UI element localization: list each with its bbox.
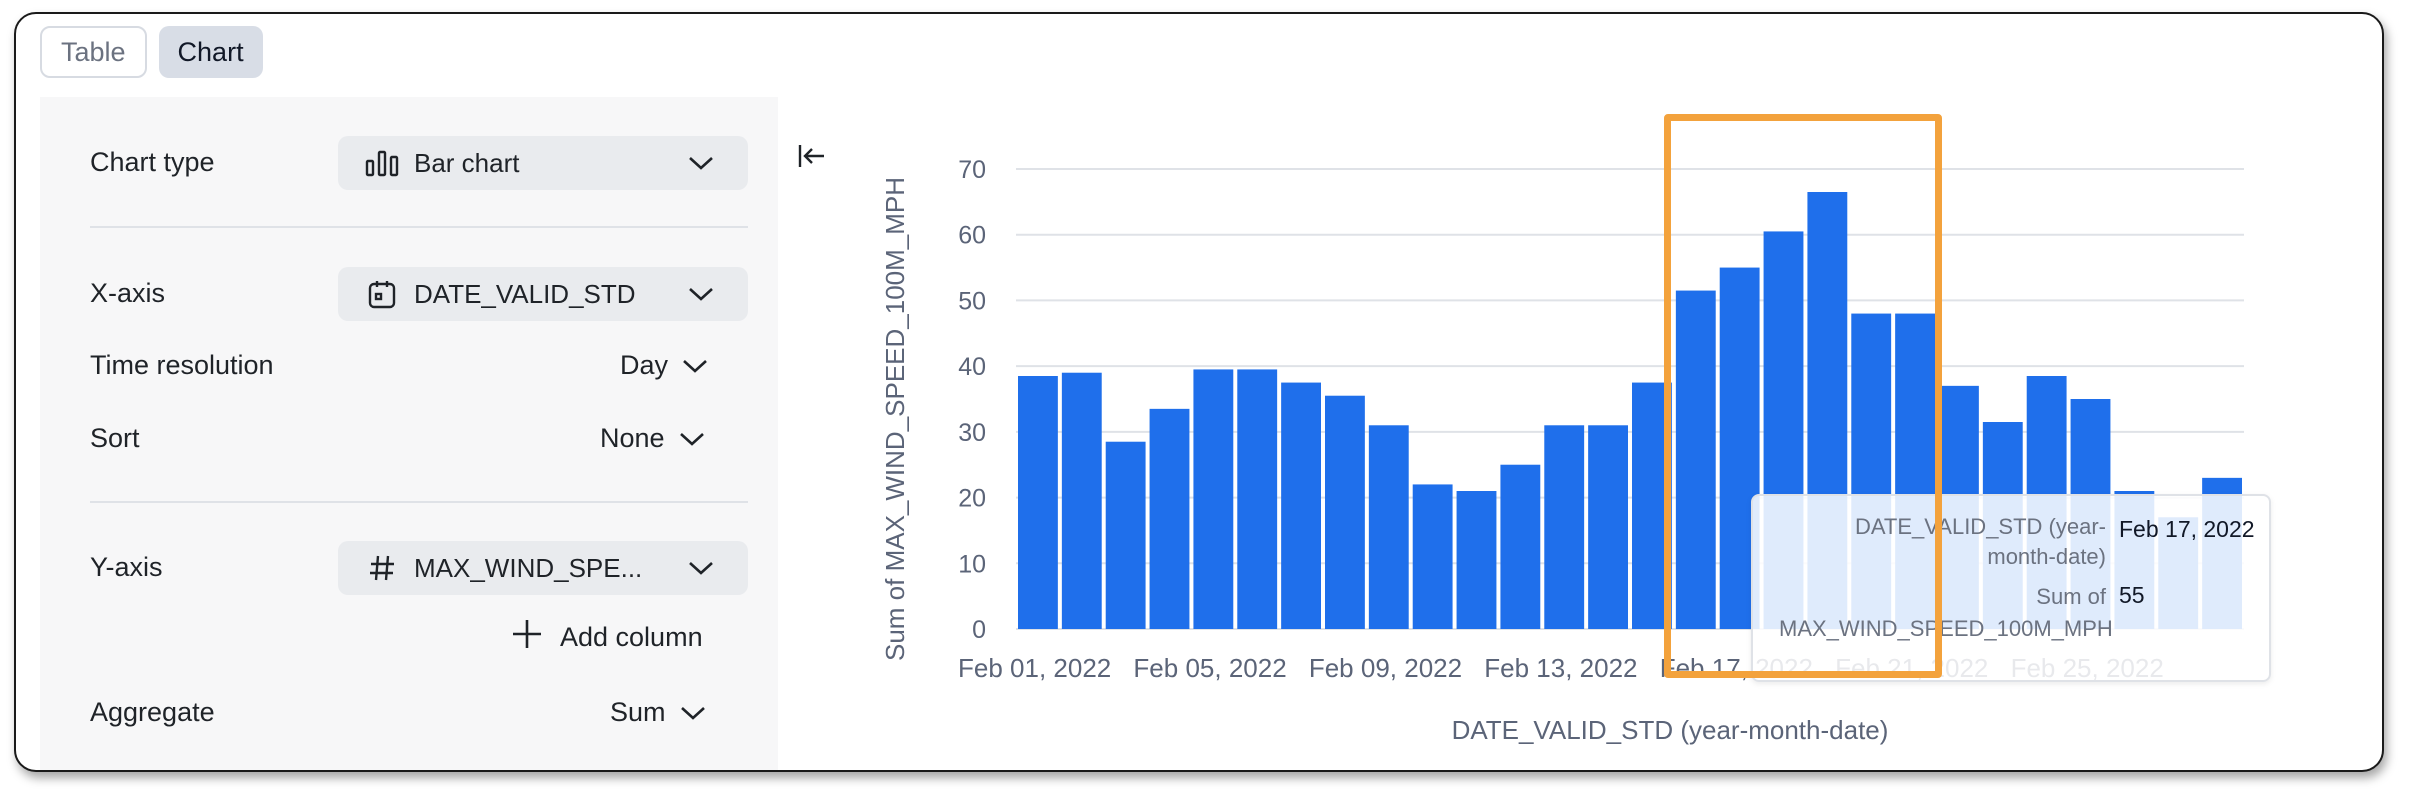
- y-axis-select[interactable]: MAX_WIND_SPE...: [338, 541, 748, 595]
- x-axis-select[interactable]: DATE_VALID_STD: [338, 267, 748, 321]
- chart-type-label: Chart type: [90, 147, 215, 177]
- aggregate-select[interactable]: Sum: [610, 697, 706, 728]
- bar: [1061, 372, 1102, 629]
- y-tick-label: 50: [958, 287, 986, 315]
- collapse-left-icon: [798, 145, 824, 167]
- bar-chart: 0 10 20 30 40 50 60 70 Feb 01, 2022 Feb 05, 2022 F…: [866, 94, 2366, 770]
- sort-value: None: [600, 423, 665, 453]
- sort-select[interactable]: None: [600, 423, 705, 454]
- x-axis-label: X-axis: [90, 278, 166, 308]
- chevron-down-icon: [688, 286, 718, 302]
- chart-type-value: Bar chart: [414, 147, 520, 178]
- chevron-down-icon: [682, 350, 708, 381]
- bar: [1018, 376, 1058, 629]
- y-axis-title: Sum of MAX_WIND_SPEED_100M_MPH: [880, 177, 910, 661]
- bar: [1368, 425, 1409, 629]
- x-tick-label: Feb 09, 2022: [1309, 653, 1462, 683]
- y-tick-label: 30: [958, 419, 986, 447]
- y-tick-label: 60: [958, 222, 986, 250]
- bar: [1544, 425, 1585, 629]
- hash-icon: [362, 553, 402, 583]
- bar: [1325, 395, 1365, 629]
- chevron-down-icon: [688, 155, 718, 171]
- table-view-button[interactable]: Table: [40, 26, 147, 78]
- tooltip-date-key-line2: month-date): [1987, 544, 2106, 569]
- bar: [1632, 382, 1672, 629]
- bar: [1193, 369, 1234, 629]
- tooltip-sum-value: 55: [2119, 582, 2145, 608]
- y-tick-label: 0: [972, 616, 986, 644]
- time-resolution-label: Time resolution: [90, 350, 274, 380]
- tooltip-sum-key-line2: MAX_WIND_SPEED_100M_MPH: [1779, 616, 2113, 641]
- x-axis-value: DATE_VALID_STD: [414, 278, 636, 309]
- bar: [1456, 491, 1497, 629]
- aggregate-value: Sum: [610, 697, 666, 727]
- chevron-down-icon: [688, 560, 718, 576]
- y-tick-label: 10: [958, 550, 986, 578]
- tooltip-date-value: Feb 17, 2022: [2119, 516, 2255, 542]
- y-axis-label: Y-axis: [90, 552, 163, 582]
- y-tick-label: 70: [958, 156, 986, 184]
- chart-settings-panel: Chart type Bar chart X-axis DATE_VALID_S…: [40, 97, 778, 770]
- chart-type-select[interactable]: Bar chart: [338, 136, 748, 190]
- chart-tooltip: DATE_VALID_STD (year- month-date) Feb 17…: [1751, 494, 2271, 682]
- y-tick-label: 40: [958, 353, 986, 381]
- tooltip-sum-key-line1: Sum of: [2036, 584, 2106, 609]
- add-column-button[interactable]: Add column: [510, 617, 703, 658]
- bar: [1412, 484, 1453, 629]
- plus-icon: [510, 617, 544, 658]
- bar: [1588, 425, 1628, 629]
- calendar-icon: [362, 279, 402, 309]
- chevron-down-icon: [680, 697, 706, 728]
- chart-view-button[interactable]: Chart: [158, 26, 263, 78]
- x-tick-label: Feb 05, 2022: [1133, 653, 1286, 683]
- bar: [1281, 382, 1321, 629]
- bar: [1149, 408, 1190, 629]
- time-resolution-select[interactable]: Day: [620, 350, 708, 381]
- bar: [1105, 441, 1146, 629]
- time-resolution-value: Day: [620, 350, 669, 380]
- divider: [90, 226, 748, 228]
- y-axis-value: MAX_WIND_SPE...: [414, 552, 643, 583]
- x-tick-label: Feb 01, 2022: [958, 653, 1111, 683]
- x-axis-title: DATE_VALID_STD (year-month-date): [1452, 715, 1889, 745]
- chevron-down-icon: [679, 423, 705, 454]
- view-toggle: Table Chart: [40, 26, 263, 78]
- chart-editor-window: Table Chart Chart type Bar chart X-axis …: [14, 12, 2384, 772]
- bar-chart-svg: 0 10 20 30 40 50 60 70 Feb 01, 2022 Feb 05, 2022 F…: [880, 156, 2244, 745]
- sort-label: Sort: [90, 423, 140, 453]
- bar: [1500, 464, 1541, 629]
- add-column-label: Add column: [560, 622, 703, 652]
- aggregate-label: Aggregate: [90, 697, 215, 727]
- bar: [1675, 290, 1716, 629]
- collapse-panel-button[interactable]: [790, 134, 834, 178]
- tooltip-date-key: DATE_VALID_STD (year- month-date): [1855, 512, 2106, 572]
- y-tick-label: 20: [958, 485, 986, 513]
- x-tick-label: Feb 13, 2022: [1484, 653, 1637, 683]
- bar: [1237, 369, 1278, 629]
- bar-chart-icon: [362, 149, 402, 177]
- divider: [90, 501, 748, 503]
- tooltip-date-key-line1: DATE_VALID_STD (year-: [1854, 514, 2106, 539]
